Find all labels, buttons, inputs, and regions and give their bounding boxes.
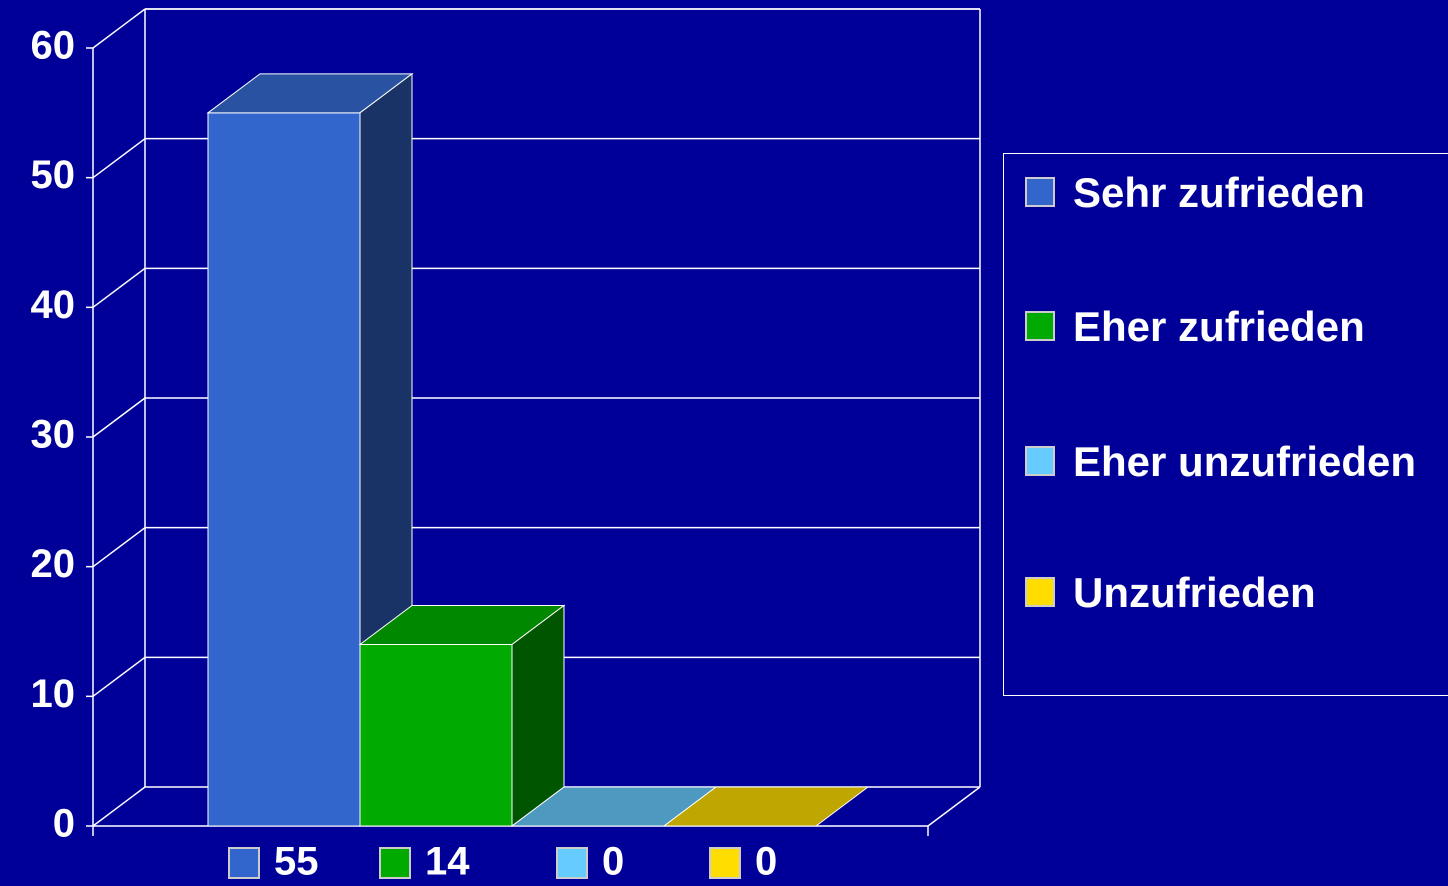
legend-swatch (1025, 446, 1055, 476)
grid-line (92, 138, 146, 179)
table-swatch (709, 847, 741, 879)
y-tick-label: 10 (31, 672, 76, 716)
grid-line (92, 527, 146, 568)
legend-item: Unzufrieden (1025, 562, 1316, 624)
grid-line (92, 786, 146, 827)
table-swatch (379, 847, 411, 879)
table-swatch (228, 847, 260, 879)
bar-front (207, 112, 361, 827)
y-tick-label: 40 (31, 283, 76, 327)
legend-label: Eher zufrieden (1073, 303, 1365, 350)
y-tick-label: 0 (53, 802, 75, 846)
grid-line (92, 8, 146, 49)
legend-box (1003, 153, 1448, 696)
grid-line (92, 267, 146, 308)
y-tick-label: 60 (31, 24, 76, 68)
legend-label: Eher unzufrieden (1073, 438, 1417, 485)
floor-right (927, 786, 981, 827)
y-tick-label: 20 (31, 542, 76, 586)
table-value: 0 (755, 840, 777, 884)
legend-item: Eher zufrieden (1025, 296, 1365, 358)
table-value: 14 (425, 840, 470, 884)
y-tick-label: 30 (31, 413, 76, 457)
grid-line (92, 656, 146, 697)
grid-line (92, 397, 146, 438)
legend-label: Sehr zufrieden (1073, 169, 1365, 216)
table-swatch (556, 847, 588, 879)
legend-swatch (1025, 311, 1055, 341)
legend-swatch (1025, 577, 1055, 607)
table-value: 55 (274, 840, 319, 884)
legend-item: Sehr zufrieden (1025, 162, 1365, 224)
y-tick-label: 50 (31, 153, 76, 197)
bar-front (359, 643, 513, 827)
table-value: 0 (602, 840, 624, 884)
legend-swatch (1025, 177, 1055, 207)
legend-label: Unzufrieden (1073, 569, 1316, 616)
bar-top (662, 786, 870, 827)
legend-item: Eher unzufrieden (1025, 431, 1416, 493)
